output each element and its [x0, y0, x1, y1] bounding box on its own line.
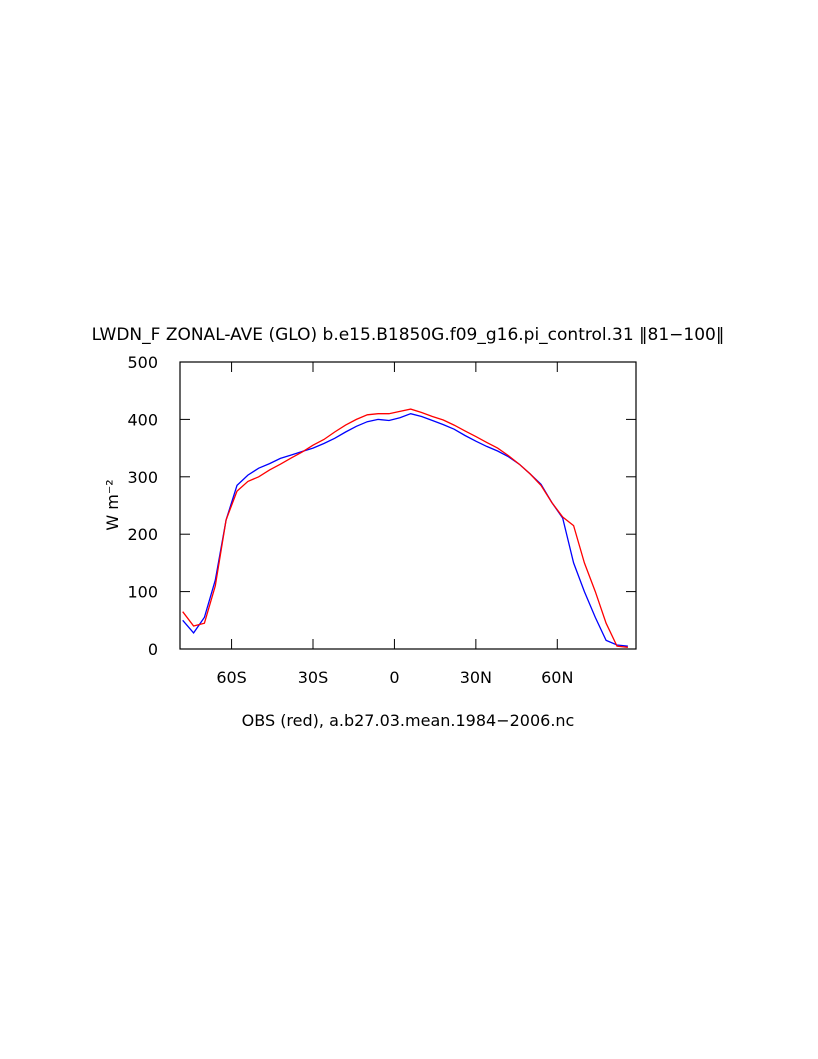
- y-tick-label: 0: [148, 640, 158, 659]
- x-tick-label: 60N: [541, 668, 573, 687]
- y-tick-label: 300: [127, 468, 158, 487]
- data-line: [182, 408, 628, 648]
- plot-frame: [179, 361, 637, 650]
- y-tick-label: 500: [127, 353, 158, 372]
- y-tick-label: 200: [127, 525, 158, 544]
- subtitle: OBS (red), a.b27.03.mean.1984−2006.nc: [242, 711, 575, 730]
- y-axis-label: W m⁻²: [103, 479, 122, 530]
- x-tick-label: 30N: [460, 668, 492, 687]
- y-tick-label: 400: [127, 410, 158, 429]
- x-tick-label: 30S: [298, 668, 329, 687]
- y-tick-label: 100: [127, 583, 158, 602]
- x-tick-label: 0: [389, 668, 399, 687]
- x-tick-label: 60S: [216, 668, 247, 687]
- chart-title: LWDN_F ZONAL-AVE (GLO) b.e15.B1850G.f09_…: [92, 325, 725, 345]
